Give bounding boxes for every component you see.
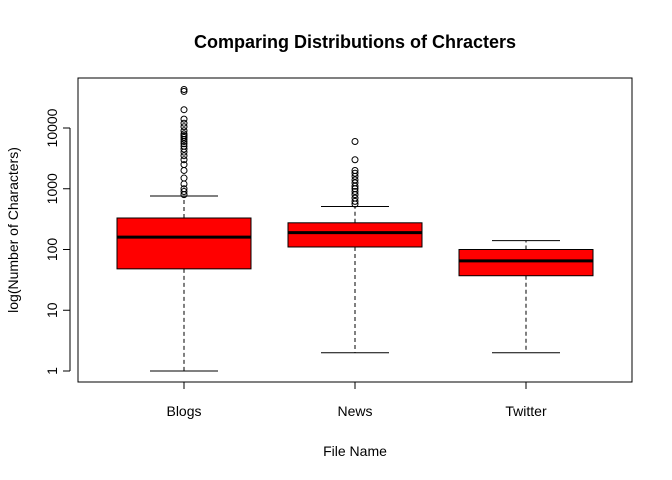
- outlier-point: [180, 161, 188, 169]
- box-twitter: [458, 249, 594, 277]
- outlier-point: [351, 156, 359, 164]
- x-tick-label: News: [337, 403, 372, 419]
- y-tick-label: 1000: [44, 173, 60, 204]
- outlier-point: [180, 119, 188, 127]
- box-blogs: [116, 217, 252, 270]
- y-tick-label: 10000: [44, 108, 60, 147]
- y-axis-label: log(Number of Characters): [5, 147, 21, 313]
- outlier-point: [351, 179, 359, 187]
- outlier-point: [351, 166, 359, 174]
- outlier-point: [180, 185, 188, 193]
- outlier-point: [180, 127, 188, 135]
- chart-layer: 1 10 100 1000 10000 Blogs News Twitter: [44, 86, 594, 419]
- outlier-point: [351, 197, 359, 205]
- outlier-point: [180, 174, 188, 182]
- x-axis-label: File Name: [323, 443, 387, 459]
- outlier-point: [180, 156, 188, 164]
- outlier-point: [180, 106, 188, 114]
- outlier-point: [351, 169, 359, 177]
- box-news: [287, 222, 423, 248]
- outlier-point: [180, 135, 188, 143]
- outlier-point: [180, 115, 188, 123]
- chart-title: Comparing Distributions of Chracters: [194, 32, 516, 52]
- x-tick-label: Twitter: [505, 403, 547, 419]
- outlier-point: [180, 166, 188, 174]
- outlier-point: [351, 194, 359, 202]
- y-tick-label: 100: [44, 238, 60, 262]
- y-tick-label: 1: [44, 367, 60, 375]
- outlier-point: [180, 123, 188, 131]
- y-tick-label: 10: [44, 302, 60, 318]
- x-tick-label: Blogs: [166, 403, 201, 419]
- outlier-point: [180, 145, 188, 153]
- outlier-point: [180, 142, 188, 150]
- outlier-point: [180, 133, 188, 141]
- outlier-point: [180, 152, 188, 160]
- outlier-point: [351, 176, 359, 184]
- outlier-point: [180, 87, 188, 95]
- outlier-point: [351, 188, 359, 196]
- outlier-point: [180, 86, 188, 94]
- outlier-point: [180, 188, 188, 196]
- outlier-point: [351, 137, 359, 145]
- outlier-point: [180, 130, 188, 138]
